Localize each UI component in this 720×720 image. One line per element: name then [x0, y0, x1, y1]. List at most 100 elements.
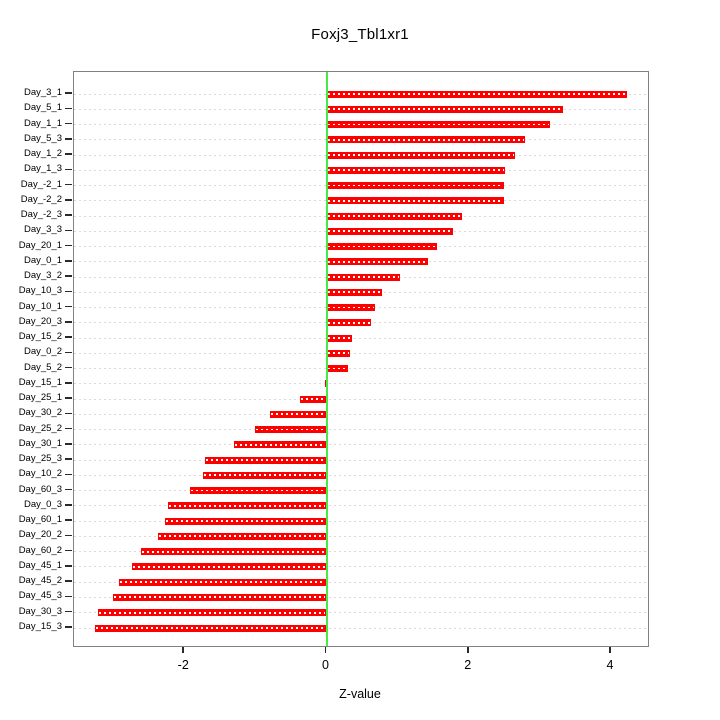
y-axis-label: Day_-2_2 — [20, 193, 62, 205]
x-tick-label: 0 — [322, 658, 329, 672]
y-axis-label: Day_15_2 — [18, 331, 62, 343]
y-axis-label: Day_30_3 — [18, 605, 62, 617]
y-tick — [65, 610, 72, 613]
grid-line — [74, 535, 648, 537]
y-axis-label: Day_15_3 — [18, 621, 62, 632]
bar — [270, 410, 327, 418]
y-tick — [65, 92, 72, 94]
grid-line — [74, 596, 648, 598]
y-tick — [65, 458, 72, 460]
y-axis-label: Day_60_3 — [18, 483, 62, 495]
y-axis-label: Day_-2_3 — [20, 209, 62, 221]
bar — [326, 90, 628, 98]
y-axis-label: Day_10_3 — [18, 285, 62, 297]
bar — [118, 578, 327, 586]
y-axis-label: Day_1_2 — [23, 148, 62, 160]
bar — [167, 502, 327, 510]
y-tick — [65, 397, 72, 399]
grid-line — [74, 337, 648, 339]
grid-line — [74, 505, 648, 507]
bar — [326, 227, 454, 235]
y-tick — [65, 534, 72, 537]
y-tick — [65, 244, 72, 247]
bar — [326, 288, 382, 296]
y-axis-label: Day_30_1 — [18, 437, 62, 449]
y-tick — [65, 214, 72, 216]
y-axis-label: Day_3_3 — [23, 224, 62, 236]
bar — [300, 395, 327, 403]
grid-line — [74, 459, 648, 461]
y-tick — [65, 138, 72, 140]
y-axis-label: Day_45_2 — [18, 575, 62, 587]
y-tick — [65, 351, 72, 354]
y-tick — [65, 473, 72, 476]
bar — [204, 456, 327, 464]
y-tick — [65, 107, 72, 109]
grid-line — [74, 383, 648, 385]
bar — [189, 487, 327, 495]
x-axis-title: Z-value — [339, 687, 381, 701]
bar — [326, 197, 504, 205]
bar — [326, 151, 515, 159]
y-tick — [65, 565, 72, 567]
y-axis-label: Day_3_2 — [23, 270, 62, 282]
y-axis-label: Day_15_1 — [18, 376, 62, 388]
bar — [326, 334, 353, 342]
y-tick — [65, 183, 72, 186]
y-tick — [65, 488, 72, 491]
y-tick — [65, 260, 72, 262]
y-axis-label: Day_10_2 — [18, 468, 62, 480]
y-tick — [65, 519, 72, 521]
x-tick-label: -2 — [177, 658, 189, 672]
y-tick — [65, 427, 72, 430]
y-axis-label: Day_60_1 — [18, 514, 62, 526]
y-axis-label: Day_20_2 — [18, 529, 62, 541]
y-axis-label: Day_25_1 — [18, 392, 62, 404]
y-tick — [65, 229, 72, 232]
plot-area — [73, 71, 649, 647]
y-tick — [65, 153, 72, 155]
grid-line — [74, 444, 648, 446]
chart-title: Foxj3_Tbl1xr1 — [311, 26, 409, 43]
bar — [326, 349, 350, 357]
bar — [326, 243, 438, 251]
y-axis-label: Day_3_1 — [23, 87, 62, 98]
x-tick — [609, 646, 611, 653]
bar — [326, 212, 463, 220]
bar — [234, 441, 327, 449]
grid-line — [74, 429, 648, 431]
y-axis-label: Day_5_1 — [23, 102, 62, 114]
y-tick — [65, 549, 72, 552]
y-tick — [65, 366, 72, 369]
x-tick — [324, 646, 327, 653]
x-tick — [182, 646, 184, 653]
bar — [131, 563, 327, 571]
bar — [326, 365, 348, 373]
x-tick-label: 4 — [606, 658, 614, 672]
y-tick — [65, 168, 72, 171]
grid-line — [74, 398, 648, 400]
bar — [326, 273, 401, 281]
y-axis-label: Day_-2_1 — [20, 178, 62, 190]
grid-line — [74, 612, 648, 614]
y-axis-label: Day_45_3 — [18, 590, 62, 602]
bar — [326, 121, 550, 128]
grid-line — [74, 520, 648, 522]
zero-line — [326, 72, 328, 646]
grid-line — [74, 490, 648, 492]
y-tick — [65, 443, 72, 445]
y-tick — [65, 336, 72, 338]
y-tick — [65, 275, 72, 277]
grid-line — [74, 352, 648, 354]
y-axis-label: Day_0_2 — [23, 346, 62, 358]
bar — [326, 258, 429, 266]
y-axis-label: Day_0_3 — [23, 498, 62, 510]
y-tick — [65, 504, 72, 506]
bar — [255, 426, 327, 434]
grid-line — [74, 368, 648, 370]
x-tick — [467, 646, 469, 653]
y-axis-label: Day_30_2 — [18, 407, 62, 419]
bar — [95, 624, 327, 632]
y-tick — [65, 412, 72, 415]
